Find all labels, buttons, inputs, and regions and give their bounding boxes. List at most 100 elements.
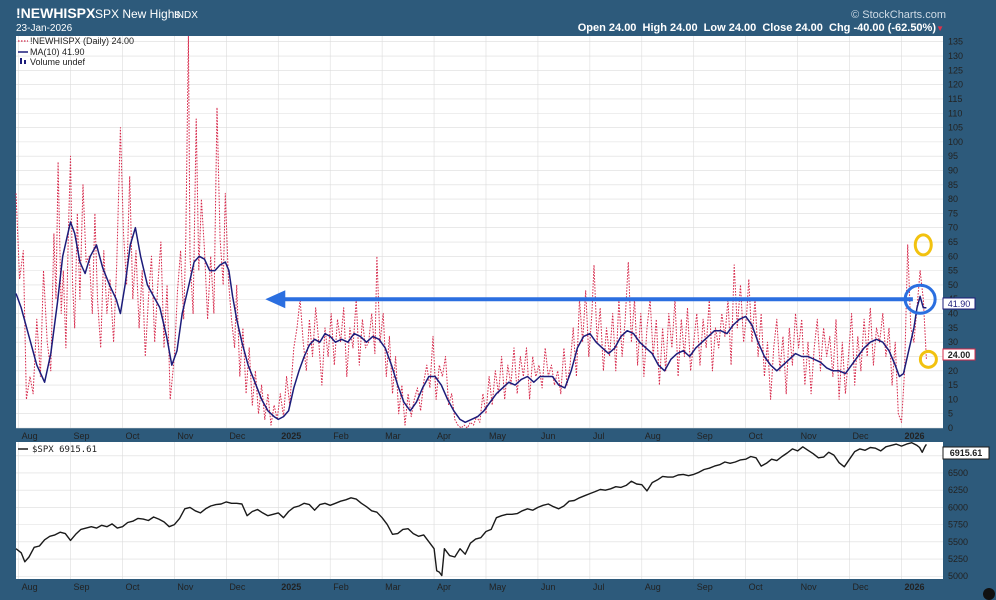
x-tick-label: Aug <box>645 582 661 592</box>
y-tick-label: 60 <box>948 251 958 261</box>
y-tick-label: 80 <box>948 194 958 204</box>
y-tick-label: 5 <box>948 409 953 419</box>
close-highlight-circle <box>918 349 938 369</box>
spx-legend: $SPX 6915.61 <box>32 445 97 455</box>
y-tick-label: 10 <box>948 394 958 404</box>
tag-spx-last: 6915.61 <box>942 446 990 460</box>
y-tick-label: 85 <box>948 180 958 190</box>
y-tick-label: 55 <box>948 266 958 276</box>
x-tick-label: Nov <box>801 431 818 441</box>
x-tick-label: Feb <box>333 431 349 441</box>
svg-text:6915.61: 6915.61 <box>950 448 983 458</box>
exchange-label: INDX <box>174 10 198 21</box>
x-tick-label: Dec <box>853 582 870 592</box>
x-tick-label: Jun <box>541 431 556 441</box>
quote-summary: Open 24.00 High 24.00 Low 24.00 Close 24… <box>578 22 937 34</box>
bottom-y-axis: 50005250550057506000625065006750 <box>948 451 968 581</box>
legend: !NEWHISPX (Daily) 24.00 MA(10) 41.90 Vol… <box>18 36 134 67</box>
x-tick-label: Dec <box>229 582 246 592</box>
y-tick-label: 130 <box>948 51 963 61</box>
y-tick-label: 35 <box>948 323 958 333</box>
y-tick-label: 65 <box>948 237 958 247</box>
y-tick-label: 5500 <box>948 537 968 547</box>
series-line-0 <box>15 442 927 577</box>
y-tick-label: 50 <box>948 280 958 290</box>
y-tick-label: 135 <box>948 37 963 47</box>
legend-volume: Volume undef <box>30 57 86 67</box>
x-tick-label: Feb <box>333 582 349 592</box>
x-tick-label: Sep <box>697 431 713 441</box>
x-tick-label: Dec <box>853 431 870 441</box>
x-tick-label: Apr <box>437 431 451 441</box>
x-tick-label: Oct <box>125 582 140 592</box>
x-tick-label: Nov <box>177 431 194 441</box>
top-x-axis: Aug Sep Oct Nov Dec 2025 Feb Mar Apr May Jun Jul Aug… <box>22 431 925 441</box>
legend-volume-swatch <box>20 58 22 64</box>
svg-text:24.00: 24.00 <box>948 350 971 360</box>
date-label: 23-Jan-2026 <box>16 23 73 34</box>
x-tick-label: Jul <box>593 431 605 441</box>
corner-dot <box>983 588 995 600</box>
x-tick-label: 2025 <box>281 431 301 441</box>
ma-highlight-circle <box>903 283 937 315</box>
x-tick-label: Sep <box>74 582 90 592</box>
y-tick-label: 115 <box>948 94 962 104</box>
y-tick-label: 20 <box>948 366 958 376</box>
x-tick-label: Jun <box>541 582 556 592</box>
legend-new-highs: !NEWHISPX (Daily) 24.00 <box>30 36 134 46</box>
x-tick-label: Oct <box>749 582 764 592</box>
annotations <box>265 233 938 369</box>
x-tick-label: Sep <box>74 431 90 441</box>
y-tick-label: 120 <box>948 80 963 90</box>
x-tick-label: Aug <box>22 431 38 441</box>
top-y-axis: 0510152025303540455055606570758085909510… <box>948 37 963 433</box>
x-tick-label: Oct <box>749 431 764 441</box>
x-tick-label: Mar <box>385 431 401 441</box>
y-tick-label: 110 <box>948 108 962 118</box>
x-tick-label: Aug <box>645 431 661 441</box>
y-tick-label: 5750 <box>948 520 968 530</box>
y-tick-label: 6250 <box>948 485 968 495</box>
y-tick-label: 105 <box>948 123 963 133</box>
x-tick-label: Aug <box>22 582 38 592</box>
y-tick-label: 75 <box>948 208 958 218</box>
spike-highlight-circle <box>913 233 933 257</box>
x-tick-label: Jul <box>593 582 605 592</box>
bottom-gridlines <box>16 442 943 579</box>
x-tick-label: May <box>489 431 507 441</box>
bottom-panel <box>16 442 943 579</box>
symbol-label: !NEWHISPX <box>16 5 96 21</box>
y-tick-label: 40 <box>948 309 958 319</box>
x-tick-label: Mar <box>385 582 401 592</box>
y-tick-label: 30 <box>948 337 958 347</box>
y-tick-label: 5000 <box>948 571 968 581</box>
x-tick-label: 2026 <box>904 431 924 441</box>
y-tick-label: 6500 <box>948 468 968 478</box>
bottom-series <box>15 442 927 577</box>
top-panel <box>16 36 943 428</box>
x-tick-label: 2026 <box>904 582 924 592</box>
legend-ma: MA(10) 41.90 <box>30 47 85 57</box>
down-arrow-icon: ▼ <box>936 24 944 33</box>
x-tick-label: Nov <box>801 582 818 592</box>
y-tick-label: 125 <box>948 65 963 75</box>
index-name: SPX New Highs <box>95 7 180 21</box>
x-tick-label: May <box>489 582 507 592</box>
y-tick-label: 90 <box>948 165 958 175</box>
top-series <box>15 35 927 429</box>
arrow-left-icon <box>265 290 286 309</box>
y-tick-label: 5250 <box>948 554 968 564</box>
series-line-1 <box>15 221 927 424</box>
y-tick-label: 70 <box>948 223 958 233</box>
y-tick-label: 6000 <box>948 502 968 512</box>
x-tick-label: 2025 <box>281 582 301 592</box>
x-tick-label: Apr <box>437 582 451 592</box>
watermark: © StockCharts.com <box>851 9 946 21</box>
y-tick-label: 100 <box>948 137 963 147</box>
svg-text:41.90: 41.90 <box>948 299 971 309</box>
y-tick-label: 15 <box>948 380 958 390</box>
tag-close-last: 24.00 <box>942 348 976 361</box>
x-tick-label: Nov <box>177 582 194 592</box>
tag-ma-last: 41.90 <box>942 297 976 310</box>
x-tick-label: Oct <box>125 431 140 441</box>
